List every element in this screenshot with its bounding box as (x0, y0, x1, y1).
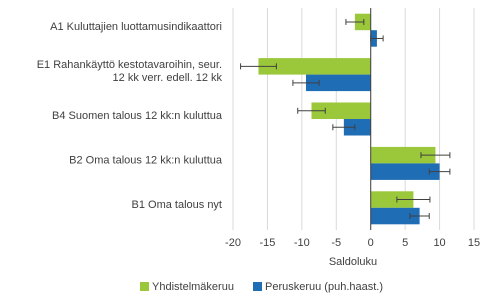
y-tick-label: B2 Oma talous 12 kk:n kuluttua (69, 154, 223, 166)
x-tick-label: -20 (225, 237, 241, 249)
y-tick-label-line: B4 Suomen talous 12 kk:n kuluttua (52, 110, 223, 122)
error-bar (396, 196, 431, 203)
error-bar (428, 168, 451, 175)
error-bar (292, 79, 320, 86)
bar (305, 74, 371, 92)
y-tick-label-line: 12 kk verr. edell. 12 kk (113, 72, 223, 84)
bar (370, 163, 440, 180)
y-tick-label-line: A1 Kuluttajien luottamusindikaattori (50, 21, 222, 33)
legend-label: Peruskeruu (puh.haast.) (265, 281, 383, 293)
y-tick-label-line: E1 Rahankäyttö kestotavaroihin, seur. (37, 59, 222, 71)
legend-label: Yhdistelmäkeruu (152, 281, 234, 293)
y-tick-label-line: B1 Oma talous nyt (132, 199, 223, 211)
legend-swatch (140, 282, 149, 291)
bar (258, 58, 371, 75)
bar (343, 119, 371, 136)
error-bar (345, 18, 365, 25)
legend-swatch (253, 282, 262, 291)
y-tick-label-line: B2 Oma talous 12 kk:n kuluttua (69, 154, 223, 166)
bar (311, 102, 371, 119)
error-bar (420, 152, 451, 159)
x-tick-label: -10 (294, 237, 310, 249)
x-tick-label: 10 (433, 237, 445, 249)
x-tick-label: -15 (259, 237, 275, 249)
y-tick-label: B1 Oma talous nyt (132, 199, 223, 211)
bar (370, 191, 414, 208)
x-tick-label: 0 (368, 237, 374, 249)
y-tick-label: B4 Suomen talous 12 kk:n kuluttua (52, 110, 223, 122)
error-bar (409, 213, 430, 220)
x-tick-label: 15 (468, 237, 480, 249)
bar (370, 207, 420, 225)
bar (370, 146, 436, 164)
y-tick-label: A1 Kuluttajien luottamusindikaattori (50, 21, 222, 33)
error-bar (297, 107, 326, 114)
x-tick-label: 5 (402, 237, 408, 249)
y-tick-label: E1 Rahankäyttö kestotavaroihin, seur. 12 … (37, 59, 223, 84)
x-axis-label: Saldoluku (329, 256, 377, 268)
error-bar (240, 63, 277, 70)
error-bar (332, 124, 356, 131)
x-tick-label: -5 (331, 237, 341, 249)
